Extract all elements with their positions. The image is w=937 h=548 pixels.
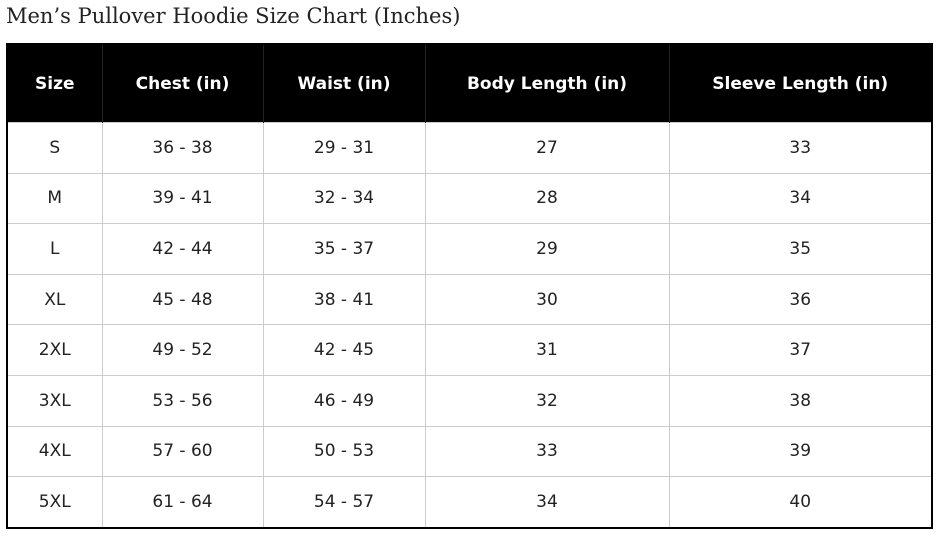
table-row: 3XL 53 - 56 46 - 49 32 38 — [6, 374, 933, 427]
table-cell: 33 — [668, 122, 933, 174]
table-row: 5XL 61 - 64 54 - 57 34 40 — [6, 476, 933, 529]
table-cell: 3XL — [6, 374, 103, 427]
table-cell: 42 - 44 — [101, 223, 264, 275]
table-cell: 5XL — [6, 476, 103, 529]
table-cell: 57 - 60 — [101, 425, 264, 478]
table-cell: 30 — [424, 273, 670, 326]
column-header: Chest (in) — [102, 44, 264, 123]
table-cell: 39 — [668, 425, 933, 478]
table-cell: 45 - 48 — [101, 273, 264, 326]
table-cell: 40 — [668, 476, 933, 529]
table-row: 4XL 57 - 60 50 - 53 33 39 — [6, 425, 933, 478]
table-cell: 33 — [424, 425, 670, 478]
table-cell: 32 — [424, 374, 670, 427]
table-row: M 39 - 41 32 - 34 28 34 — [6, 172, 933, 225]
table-cell: 36 - 38 — [101, 122, 264, 174]
table-cell: 50 - 53 — [262, 425, 426, 478]
table-cell: 39 - 41 — [101, 172, 264, 225]
table-cell: 34 — [668, 172, 933, 225]
table-cell: 38 — [668, 374, 933, 427]
table-cell: 29 — [424, 223, 670, 275]
table-cell: 31 — [424, 324, 670, 376]
table-cell: 28 — [424, 172, 670, 225]
table-cell: 27 — [424, 122, 670, 174]
table-row: XL 45 - 48 38 - 41 30 36 — [6, 273, 933, 326]
column-header: Sleeve Length (in) — [669, 44, 933, 123]
table-cell: 37 — [668, 324, 933, 376]
column-header: Size — [7, 44, 103, 123]
table-cell: 4XL — [6, 425, 103, 478]
table-cell: 32 - 34 — [262, 172, 426, 225]
table-cell: L — [6, 223, 103, 275]
table-row: S 36 - 38 29 - 31 27 33 — [6, 122, 933, 174]
table-cell: 35 - 37 — [262, 223, 426, 275]
column-header: Body Length (in) — [425, 44, 670, 123]
table-cell: 36 — [668, 273, 933, 326]
table-cell: 46 - 49 — [262, 374, 426, 427]
table-cell: 35 — [668, 223, 933, 275]
table-cell: 2XL — [6, 324, 103, 376]
table-cell: 34 — [424, 476, 670, 529]
table-cell: 42 - 45 — [262, 324, 426, 376]
table-cell: 29 - 31 — [262, 122, 426, 174]
table-cell: 53 - 56 — [101, 374, 264, 427]
table-cell: XL — [6, 273, 103, 326]
table-cell: M — [6, 172, 103, 225]
table-cell: 61 - 64 — [101, 476, 264, 529]
size-chart-table: Size Chest (in) Waist (in) Body Length (in)… — [6, 43, 933, 529]
page-title: Men’s Pullover Hoodie Size Chart (Inches… — [6, 4, 461, 28]
table-cell: 49 - 52 — [101, 324, 264, 376]
table-cell: 54 - 57 — [262, 476, 426, 529]
column-header: Waist (in) — [263, 44, 426, 123]
header-row: Size Chest (in) Waist (in) Body Length (in)… — [7, 44, 933, 123]
table-cell: 38 - 41 — [262, 273, 426, 326]
table-row: 2XL 49 - 52 42 - 45 31 37 — [6, 324, 933, 376]
table-cell: S — [6, 122, 103, 174]
table-row: L 42 - 44 35 - 37 29 35 — [6, 223, 933, 275]
